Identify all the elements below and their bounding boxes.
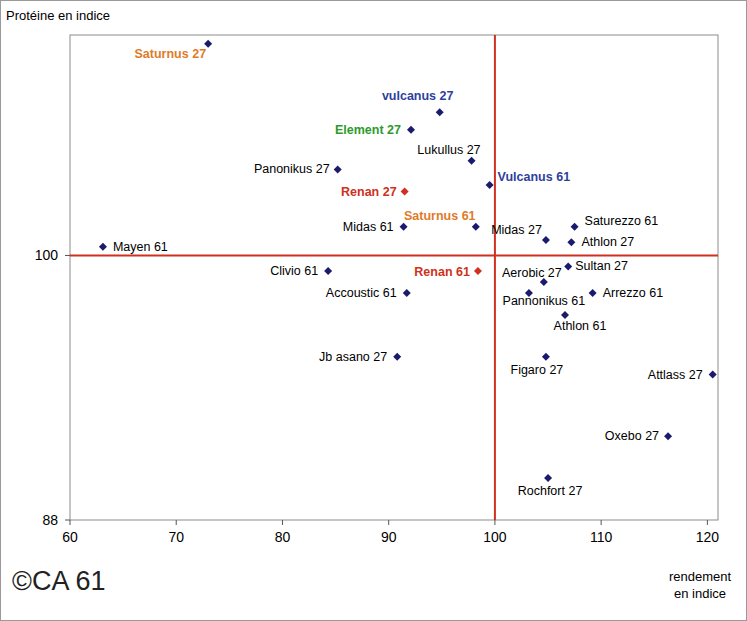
point xyxy=(589,289,597,297)
x-tick xyxy=(388,520,389,525)
point-label: vulcanus 27 xyxy=(382,89,454,103)
point-label: Saturezzo 61 xyxy=(585,214,659,228)
point xyxy=(571,223,579,231)
point-label: Midas 27 xyxy=(491,223,542,237)
point xyxy=(542,236,550,244)
point xyxy=(664,432,672,440)
reference-lines xyxy=(70,35,718,520)
point-label: Renan 61 xyxy=(414,265,470,279)
point-label: Pannonikus 61 xyxy=(503,294,586,308)
point xyxy=(474,267,482,275)
point xyxy=(468,157,476,165)
point xyxy=(401,188,409,196)
y-tick xyxy=(65,520,70,521)
reference-line-x xyxy=(494,35,496,520)
x-tick-label: 90 xyxy=(381,529,397,545)
x-tick xyxy=(707,520,708,525)
y-tick xyxy=(65,255,70,256)
point-label: Renan 27 xyxy=(341,185,397,199)
point-label: Panonikus 27 xyxy=(254,162,330,176)
point xyxy=(709,371,717,379)
point-label: Jb asano 27 xyxy=(319,350,387,364)
point xyxy=(564,262,572,270)
point xyxy=(324,267,332,275)
plot-frame xyxy=(70,35,718,520)
point xyxy=(544,474,552,482)
reference-line-y xyxy=(70,254,718,256)
x-tick xyxy=(176,520,177,525)
point xyxy=(472,223,480,231)
point-label: Accoustic 61 xyxy=(326,286,397,300)
x-tick xyxy=(601,520,602,525)
point xyxy=(436,108,444,116)
point-label: Mayen 61 xyxy=(113,240,168,254)
point-label: Clivio 61 xyxy=(270,264,318,278)
point-label: Figaro 27 xyxy=(511,363,564,377)
y-tick-label: 100 xyxy=(35,247,59,263)
point-label: Lukullus 27 xyxy=(417,143,480,157)
point xyxy=(486,181,494,189)
chart: 60 70 80 90 100 110 120 88 100 Saturnus 27 vulcanu… xyxy=(0,0,747,621)
point-label: Arrezzo 61 xyxy=(603,286,663,300)
point-label: Element 27 xyxy=(335,123,401,137)
point-label: Attlass 27 xyxy=(648,368,703,382)
x-tick-label: 80 xyxy=(275,529,291,545)
point-label: Rochfort 27 xyxy=(518,484,583,498)
x-tick-label: 60 xyxy=(62,529,78,545)
point xyxy=(400,223,408,231)
background xyxy=(1,1,747,621)
y-axis-title: Protéine en indice xyxy=(6,8,110,23)
x-tick-label: 70 xyxy=(168,529,184,545)
point xyxy=(561,311,569,319)
annotation: ©CA 61 xyxy=(12,566,105,596)
x-tick xyxy=(70,520,71,525)
point xyxy=(334,165,342,173)
point-label: Oxebo 27 xyxy=(605,429,659,443)
x-tick xyxy=(494,520,495,525)
x-axis-title: rendement xyxy=(669,569,732,584)
y-tick-label: 88 xyxy=(42,512,58,528)
point-label: Athlon 27 xyxy=(581,235,634,249)
x-axis-title: en indice xyxy=(674,586,726,601)
point xyxy=(567,238,575,246)
point-label: Midas 61 xyxy=(343,220,394,234)
x-tick-label: 110 xyxy=(590,529,613,545)
x-tick-label: 120 xyxy=(696,529,720,545)
point-label: Vulcanus 61 xyxy=(498,170,571,184)
point xyxy=(99,243,107,251)
point-label: Athlon 61 xyxy=(554,319,607,333)
point-label: Sultan 27 xyxy=(575,259,628,273)
point-label: Saturnus 27 xyxy=(135,47,207,61)
point xyxy=(407,126,415,134)
point xyxy=(393,353,401,361)
point-label: Aerobic 27 xyxy=(502,266,562,280)
point-label: Saturnus 61 xyxy=(404,209,476,223)
x-tick xyxy=(282,520,283,525)
point xyxy=(403,289,411,297)
point xyxy=(542,353,550,361)
point-labels: Saturnus 27 vulcanus 27 Element 27 Lukullus… xyxy=(113,47,703,498)
x-tick-label: 100 xyxy=(483,529,507,545)
points xyxy=(99,40,717,482)
